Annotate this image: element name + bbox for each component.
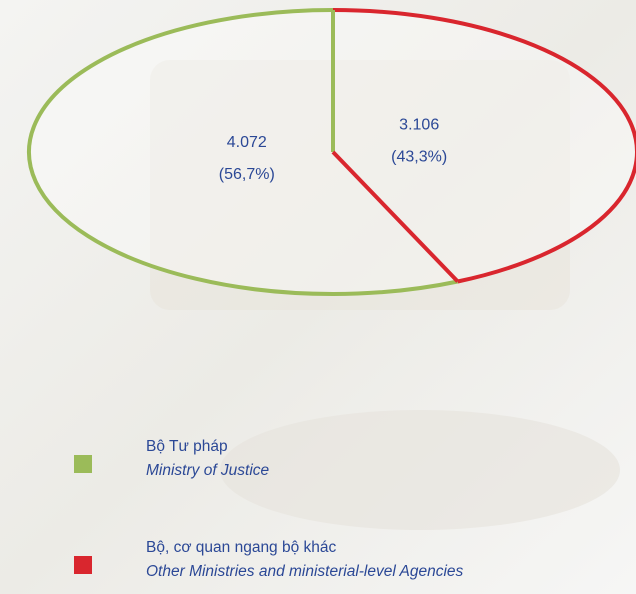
- legend-label-en: Other Ministries and ministerial-level A…: [146, 563, 464, 580]
- legend-swatch: [74, 556, 92, 574]
- legend-swatch: [74, 455, 92, 473]
- legend-label-en: Ministry of Justice: [146, 462, 270, 479]
- data-label: 3.106: [399, 117, 439, 134]
- percent-label: (43,3%): [391, 149, 447, 166]
- legend-label: Bộ Tư pháp: [146, 438, 228, 455]
- chart: 4.072 (56,7%) 3.106 (43,3%) Bộ Tư pháp Minist…: [0, 0, 636, 594]
- data-label: 4.072: [227, 134, 267, 151]
- legend-label: Bộ, cơ quan ngang bộ khác: [146, 539, 337, 556]
- background-shape: [220, 410, 620, 530]
- percent-label: (56,7%): [219, 166, 275, 183]
